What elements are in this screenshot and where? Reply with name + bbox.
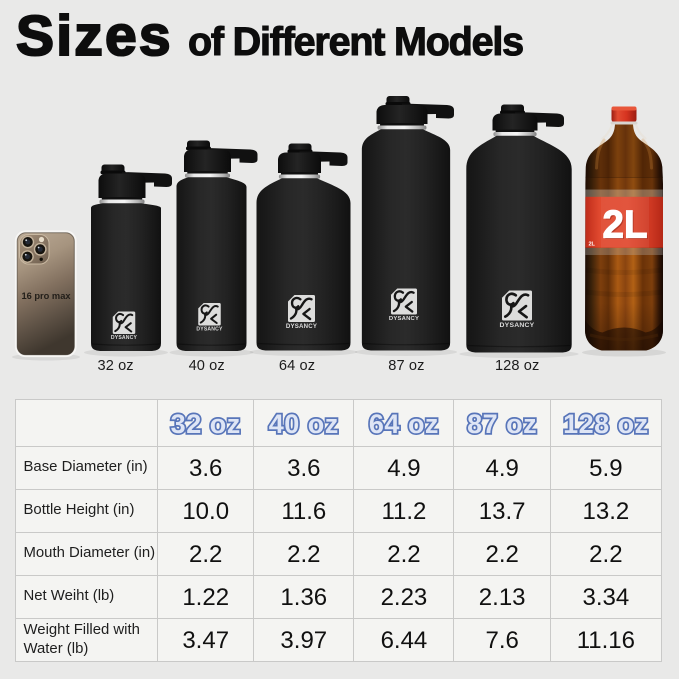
svg-text:16 pro max: 16 pro max bbox=[21, 291, 71, 301]
svg-text:2L: 2L bbox=[589, 242, 596, 248]
svg-text:2L: 2L bbox=[603, 204, 648, 247]
svg-text:DYSANCY: DYSANCY bbox=[500, 322, 535, 329]
svg-text:DYSANCY: DYSANCY bbox=[389, 316, 419, 322]
svg-text:2L: 2L bbox=[604, 205, 649, 248]
svg-text:DYSANCY: DYSANCY bbox=[286, 323, 317, 330]
svg-text:DYSANCY: DYSANCY bbox=[196, 327, 223, 333]
svg-text:DYSANCY: DYSANCY bbox=[111, 335, 138, 341]
